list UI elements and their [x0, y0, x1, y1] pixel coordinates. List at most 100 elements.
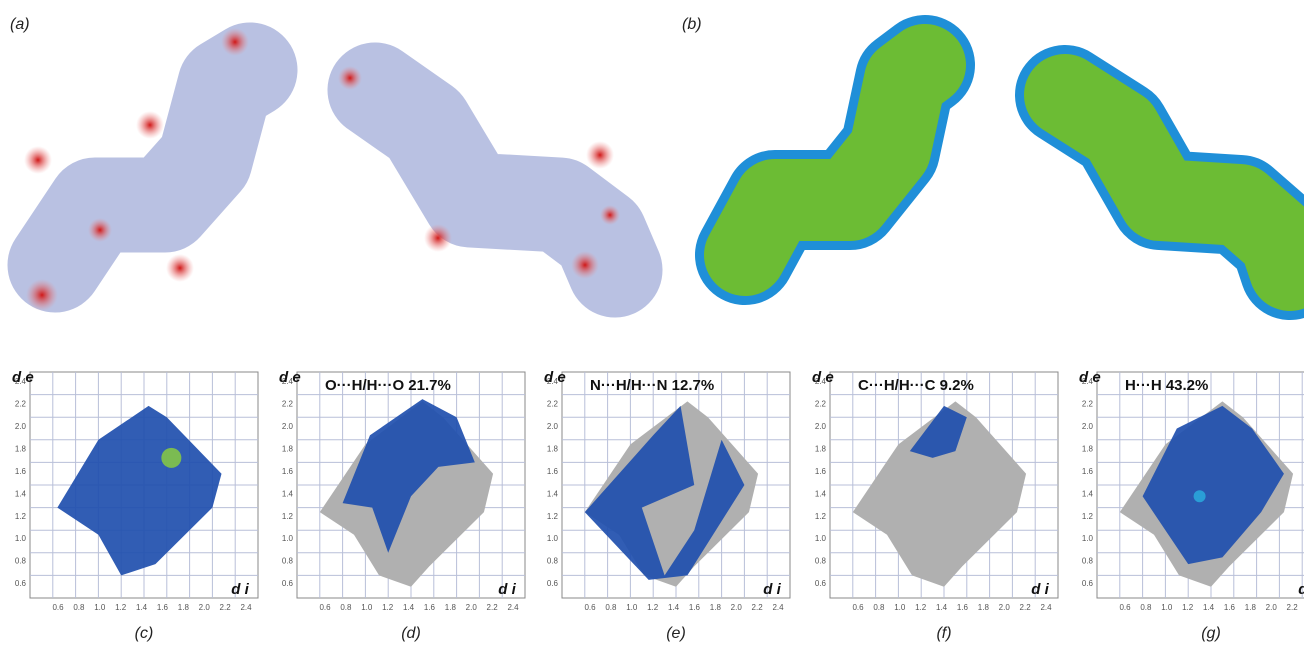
x-tick-label: 0.6 [1119, 603, 1131, 612]
y-tick-label: 2.2 [1082, 400, 1094, 409]
x-tick-label: 2.2 [1287, 603, 1299, 612]
y-tick-label: 0.6 [282, 579, 294, 588]
y-tick-label: 1.4 [15, 489, 27, 498]
y-tick-label: 1.6 [815, 467, 827, 476]
surface [375, 90, 615, 270]
x-tick-label: 1.6 [157, 603, 169, 612]
plot-title: N···H/H···N 12.7% [590, 377, 714, 394]
panel-label: (b) [682, 16, 702, 33]
x-tick-label: 2.0 [199, 603, 211, 612]
x-tick-label: 2.4 [1040, 603, 1052, 612]
y-tick-label: 1.6 [547, 467, 559, 476]
y-tick-label: 0.8 [1082, 557, 1094, 566]
y-tick-label: 1.6 [15, 467, 27, 476]
panel-caption: (e) [666, 625, 686, 642]
y-tick-label: 1.8 [282, 444, 294, 453]
y-tick-label: 1.8 [547, 444, 559, 453]
y-tick-label: 1.2 [282, 512, 294, 521]
y-tick-label: 1.6 [1082, 467, 1094, 476]
x-tick-label: 1.4 [668, 603, 680, 612]
x-tick-label: 1.8 [1245, 603, 1257, 612]
y-tick-label: 1.4 [547, 489, 559, 498]
y-tick-label: 0.6 [15, 579, 27, 588]
y-tick-label: 0.6 [547, 579, 559, 588]
x-tick-label: 1.2 [1182, 603, 1194, 612]
panel-b: (b) [682, 16, 1290, 270]
fingerprint-plot: 0.60.60.80.81.01.01.21.21.41.41.61.61.81… [812, 369, 1058, 642]
x-tick-label: 0.6 [52, 603, 64, 612]
fingerprint-plot: 0.60.60.80.81.01.01.21.21.41.41.61.61.81… [279, 369, 525, 642]
x-tick-label: 1.4 [1203, 603, 1215, 612]
x-tick-label: 0.6 [852, 603, 864, 612]
panel-a: (a) [10, 16, 620, 311]
y-tick-label: 0.8 [547, 557, 559, 566]
y-tick-label: 2.0 [282, 422, 294, 431]
y-axis-label: d e [279, 369, 301, 386]
x-tick-label: 2.0 [1266, 603, 1278, 612]
y-tick-label: 1.4 [1082, 489, 1094, 498]
x-tick-label: 0.8 [605, 603, 617, 612]
x-tick-label: 1.8 [178, 603, 190, 612]
x-tick-label: 1.8 [978, 603, 990, 612]
y-tick-label: 0.8 [815, 557, 827, 566]
x-tick-label: 1.0 [94, 603, 106, 612]
x-tick-label: 2.4 [507, 603, 519, 612]
x-tick-label: 1.4 [403, 603, 415, 612]
y-tick-label: 1.8 [15, 444, 27, 453]
density-peak [161, 448, 181, 468]
x-tick-label: 1.0 [626, 603, 638, 612]
x-tick-label: 1.0 [894, 603, 906, 612]
y-tick-label: 0.6 [815, 579, 827, 588]
x-tick-label: 0.8 [340, 603, 352, 612]
y-axis-label: d e [544, 369, 566, 386]
x-tick-label: 1.6 [957, 603, 969, 612]
y-tick-label: 2.2 [815, 400, 827, 409]
y-tick-label: 1.6 [282, 467, 294, 476]
density-peak [1194, 490, 1206, 502]
x-tick-label: 0.8 [1140, 603, 1152, 612]
x-tick-label: 2.0 [466, 603, 478, 612]
x-tick-label: 1.0 [361, 603, 373, 612]
panel-caption: (d) [401, 625, 421, 642]
y-tick-label: 1.8 [1082, 444, 1094, 453]
x-tick-label: 1.6 [689, 603, 701, 612]
panel-caption: (c) [135, 625, 154, 642]
x-tick-label: 0.8 [73, 603, 85, 612]
x-tick-label: 1.0 [1161, 603, 1173, 612]
y-tick-label: 1.2 [547, 512, 559, 521]
plot-title: C···H/H···C 9.2% [858, 377, 974, 394]
x-tick-label: 1.8 [710, 603, 722, 612]
y-tick-label: 1.0 [1082, 534, 1094, 543]
y-tick-label: 1.2 [15, 512, 27, 521]
plot-title: O···H/H···O 21.7% [325, 377, 451, 394]
x-tick-label: 1.2 [647, 603, 659, 612]
y-tick-label: 2.0 [1082, 422, 1094, 431]
x-tick-label: 1.6 [1224, 603, 1236, 612]
x-tick-label: 1.2 [915, 603, 927, 612]
panel-caption: (f) [936, 625, 951, 642]
x-axis-label: d i [498, 581, 516, 598]
fingerprint-plots: 0.6 0.6 0.8 0.8 1.0 1.0 1.2 1.2 1.4 1.4 1.6 1.6 1.8 1… [12, 369, 1304, 642]
y-tick-label: 1.4 [282, 489, 294, 498]
y-tick-label: 1.2 [815, 512, 827, 521]
y-tick-label: 1.0 [547, 534, 559, 543]
y-tick-label: 1.0 [15, 534, 27, 543]
y-tick-label: 0.8 [282, 557, 294, 566]
x-tick-label: 1.4 [136, 603, 148, 612]
x-tick-label: 2.2 [487, 603, 499, 612]
surface [55, 70, 250, 265]
x-tick-label: 2.4 [772, 603, 784, 612]
x-tick-label: 2.2 [752, 603, 764, 612]
y-axis-label: d e [812, 369, 834, 386]
panel-label: (a) [10, 16, 30, 33]
x-tick-label: 1.4 [936, 603, 948, 612]
x-tick-label: 0.6 [584, 603, 596, 612]
surface [745, 65, 925, 255]
y-tick-label: 2.2 [547, 400, 559, 409]
y-tick-label: 2.0 [815, 422, 827, 431]
y-tick-label: 0.8 [15, 557, 27, 566]
x-tick-label: 1.2 [115, 603, 127, 612]
x-tick-label: 1.8 [445, 603, 457, 612]
x-axis-label: d i [1031, 581, 1049, 598]
x-tick-label: 2.2 [220, 603, 232, 612]
